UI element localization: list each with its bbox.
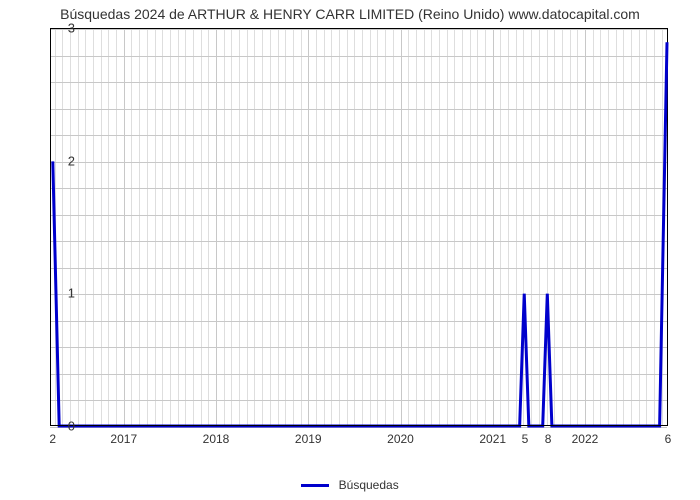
x-axis [50,425,667,426]
x-minor-label: 5 [522,432,529,446]
y-tick-label: 3 [55,21,75,36]
x-tick-label: 2021 [479,432,506,446]
x-tick-label: 2019 [295,432,322,446]
x-tick-label: 2020 [387,432,414,446]
y-tick-label: 2 [55,153,75,168]
line-series [50,29,667,426]
y-axis [50,29,51,426]
x-minor-label: 6 [665,432,672,446]
y-tick-label: 1 [55,286,75,301]
chart-title: Búsquedas 2024 de ARTHUR & HENRY CARR LI… [0,6,700,22]
x-tick-label: 2022 [572,432,599,446]
x-minor-label: 2 [49,432,56,446]
legend-swatch [301,484,329,487]
plot-area [50,28,668,426]
x-tick-label: 2017 [110,432,137,446]
x-tick-label: 2018 [203,432,230,446]
legend-label: Búsquedas [339,478,399,492]
x-minor-label: 8 [545,432,552,446]
legend: Búsquedas [0,477,700,492]
y-tick-label: 0 [55,419,75,434]
